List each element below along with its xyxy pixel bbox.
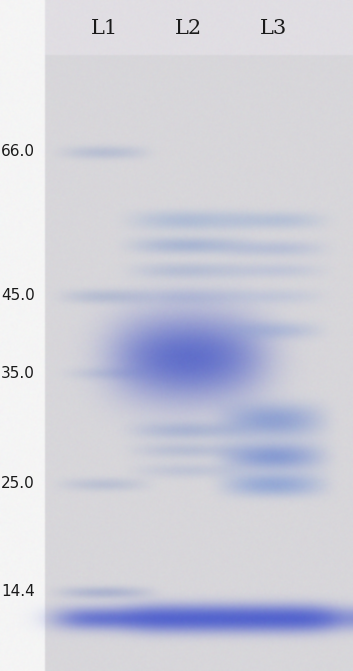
Text: 66.0: 66.0 <box>1 144 35 160</box>
Text: 14.4: 14.4 <box>1 584 35 599</box>
Text: 25.0: 25.0 <box>1 476 35 491</box>
Text: L1: L1 <box>90 19 118 38</box>
Text: 35.0: 35.0 <box>1 366 35 380</box>
Text: L2: L2 <box>175 19 202 38</box>
Text: 45.0: 45.0 <box>1 289 35 303</box>
Text: L3: L3 <box>260 19 287 38</box>
